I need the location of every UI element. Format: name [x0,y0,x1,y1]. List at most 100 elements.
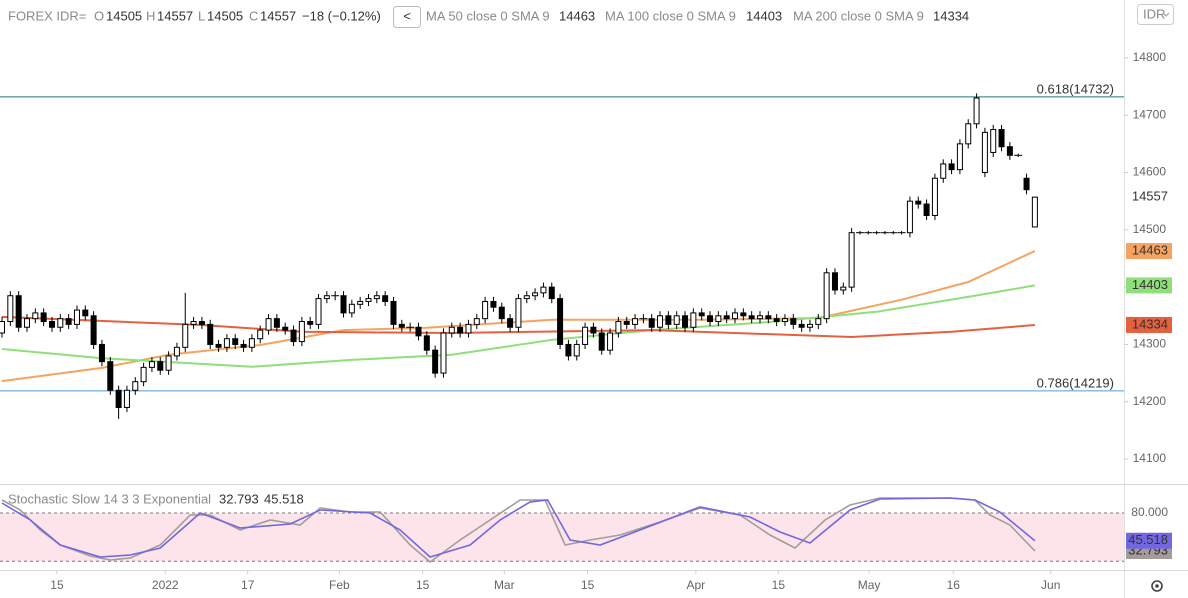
currency-select[interactable]: IDR [1137,4,1174,25]
candle-body [57,318,64,328]
candle-body [1031,196,1038,228]
candle-body [198,321,205,325]
candle-body [698,312,705,317]
candle-body [823,272,830,320]
candle-body [548,286,555,300]
candle-body [182,323,189,348]
stoch-line [1,497,1036,564]
fib-label: 0.786(14219) [1037,375,1114,390]
candle-body [748,315,755,320]
candle-body [157,361,164,371]
candle-body [190,321,197,325]
candle-body [756,315,763,320]
x-tick-label: Jun [1041,578,1060,592]
candle-body [165,355,172,371]
low-label: L [198,8,205,23]
candle-body [7,295,14,323]
currency-box[interactable] [1137,4,1174,25]
ma-value: 14334 [1132,316,1168,331]
candle-body [248,338,255,348]
candle-body [482,300,489,320]
back-button-label[interactable]: < [403,8,411,23]
candle-body [32,312,39,320]
candle-body [831,272,838,291]
indicator-value: 45.518 [264,491,304,506]
symbol: FOREX IDR= [8,8,86,23]
high-value: 14557 [157,8,193,23]
candle-body [623,321,630,325]
currency-label[interactable]: IDR [1143,6,1165,21]
candle-body [223,338,230,348]
candle-body [732,312,739,320]
x-tick-label: 15 [50,578,64,592]
candle-body [307,321,314,325]
candle-body [40,312,47,323]
x-tick-label: 16 [947,578,961,592]
candle-body [931,177,938,216]
candle-body [0,321,5,334]
candle-body [298,321,305,343]
candle-body [707,315,714,323]
candle-body [607,332,614,351]
x-tick-label: 17 [241,578,255,592]
candle-body [173,346,180,357]
candle-body [723,315,730,320]
legend-value: 14403 [746,8,782,23]
change: −18 (−0.12%) [302,8,381,23]
candle-body [257,329,264,340]
candle-body [415,326,422,337]
stoch-value-box [1126,532,1172,549]
gear-icon[interactable] [1151,580,1163,592]
candle-body [632,318,639,325]
candle-body [590,326,597,334]
candle-body [315,298,322,325]
candle-body [773,318,780,323]
candle-body [457,326,464,334]
candle-body [465,323,472,334]
candle-body [265,318,272,331]
ma-value: 14403 [1132,277,1168,292]
candle-body [498,306,505,320]
fib-label: 0.618(14732) [1037,81,1114,96]
stoch-line [1,497,1036,558]
ma-line [1,284,1036,368]
candle-body [740,312,747,317]
gear-hub[interactable] [1155,584,1159,588]
candle-body [448,326,455,334]
ma-value-box [1126,243,1172,260]
indicator-title: Stochastic Slow 14 3 3 Exponential [8,491,211,506]
dropdown-arrow[interactable] [1162,12,1170,17]
back-button-box[interactable] [393,6,421,28]
close-label: C [249,8,258,23]
x-tick-label: 2022 [152,578,179,592]
open-label: O [94,8,104,23]
y-tick-label: 14200 [1133,394,1167,408]
candle-body [840,286,847,291]
y-tick-label: 80.000 [1131,505,1168,519]
last-price: 14557 [1132,189,1168,204]
high-label: H [146,8,155,23]
candle-body [715,315,722,323]
candle-body [207,323,214,345]
candle-body [682,315,689,328]
candle-body [115,389,122,408]
settings-button[interactable] [1151,580,1163,592]
candle-body [23,318,30,328]
candle-body [273,318,280,328]
candle-body [848,232,855,288]
legend-name: MA 50 close 0 SMA 9 [426,8,550,23]
candle-body [956,143,963,171]
candle-body [798,323,805,328]
candle-body [390,300,397,325]
y-tick-label: 14600 [1133,165,1167,179]
y-tick-label: 14700 [1133,107,1167,121]
back-button[interactable]: < [393,6,421,28]
candle-body [232,338,239,345]
candle-body [15,295,22,328]
legend-value: 14463 [559,8,595,23]
candle-body [523,295,530,300]
ma-value-box [1126,277,1172,294]
legend-name: MA 100 close 0 SMA 9 [605,8,736,23]
candle-body [373,295,380,300]
